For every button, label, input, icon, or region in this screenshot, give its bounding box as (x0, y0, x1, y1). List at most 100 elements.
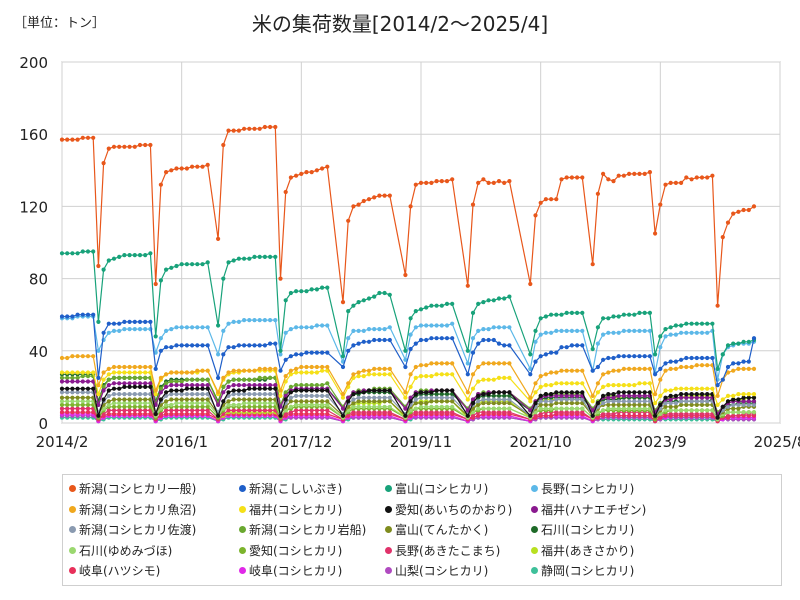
data-point (413, 325, 418, 330)
data-point (616, 383, 621, 388)
data-point (658, 402, 663, 407)
data-point (174, 379, 179, 384)
data-point (637, 413, 642, 418)
data-point (226, 384, 231, 389)
data-point (122, 375, 127, 380)
data-point (653, 352, 658, 357)
data-point (231, 368, 236, 373)
data-point (242, 401, 247, 406)
data-point (106, 372, 111, 377)
data-point (59, 314, 65, 319)
data-point (268, 397, 273, 402)
data-point (309, 393, 314, 398)
data-point (543, 330, 549, 335)
data-point (190, 397, 195, 402)
data-point (273, 254, 278, 259)
data-point (132, 397, 137, 402)
data-point (434, 392, 439, 397)
data-point (262, 401, 267, 406)
data-point (741, 366, 746, 371)
data-point (309, 383, 314, 388)
data-point (403, 413, 408, 418)
data-point (106, 366, 111, 371)
data-point (694, 392, 699, 397)
data-point (242, 388, 247, 393)
data-point (699, 330, 705, 335)
data-point (705, 175, 710, 180)
data-point (153, 281, 158, 287)
data-point (642, 413, 647, 418)
data-point (450, 321, 455, 326)
data-point (653, 392, 658, 397)
data-point (575, 406, 580, 411)
data-point (231, 319, 236, 324)
data-point (309, 170, 314, 175)
data-point (216, 236, 221, 241)
data-point (486, 410, 491, 415)
data-point (216, 352, 221, 357)
data-point (450, 404, 455, 409)
data-point (710, 408, 715, 413)
data-point (164, 411, 169, 417)
data-point (434, 303, 439, 308)
data-point (601, 357, 606, 362)
data-point (288, 399, 293, 404)
data-point (450, 399, 455, 404)
data-point (528, 395, 533, 400)
data-point (725, 393, 731, 398)
data-point (216, 390, 221, 395)
data-point (502, 401, 507, 406)
data-point (195, 164, 200, 169)
data-point (247, 318, 252, 323)
data-point (221, 142, 226, 148)
data-point (179, 370, 184, 375)
data-point (137, 392, 143, 397)
data-point (621, 312, 627, 317)
data-point (486, 180, 491, 185)
data-point (564, 397, 569, 402)
data-point (418, 395, 424, 400)
data-point (663, 334, 668, 339)
data-point (507, 361, 512, 366)
data-point (320, 399, 325, 404)
data-point (299, 364, 304, 370)
data-point (143, 392, 148, 397)
data-point (283, 357, 288, 362)
data-point (101, 370, 106, 375)
data-point (559, 410, 564, 415)
data-point (679, 395, 684, 400)
data-point (366, 372, 372, 377)
data-point (200, 386, 205, 391)
data-point (127, 364, 132, 370)
data-point (673, 386, 679, 391)
data-point (736, 397, 741, 402)
data-point (304, 350, 309, 355)
data-point (684, 408, 689, 413)
data-point (720, 377, 725, 382)
data-point (195, 401, 200, 406)
data-point (179, 392, 184, 397)
data-point (746, 402, 751, 407)
data-point (356, 395, 361, 400)
data-point (554, 393, 559, 398)
data-point (59, 399, 65, 404)
data-point (632, 354, 637, 359)
data-point (595, 381, 601, 386)
data-point (673, 401, 679, 406)
data-point (247, 386, 252, 391)
data-point (439, 179, 444, 184)
data-point (434, 179, 439, 184)
data-point (418, 390, 424, 395)
legend-label: 岐阜(コシヒカリ) (249, 564, 343, 578)
data-point (403, 272, 408, 278)
data-point (127, 408, 132, 413)
data-point (111, 144, 117, 149)
data-point (637, 406, 642, 411)
data-point (429, 180, 434, 185)
data-point (507, 179, 512, 184)
data-point (247, 392, 252, 397)
data-point (673, 408, 679, 413)
data-point (439, 410, 444, 415)
data-point (106, 408, 111, 413)
data-point (106, 330, 111, 335)
